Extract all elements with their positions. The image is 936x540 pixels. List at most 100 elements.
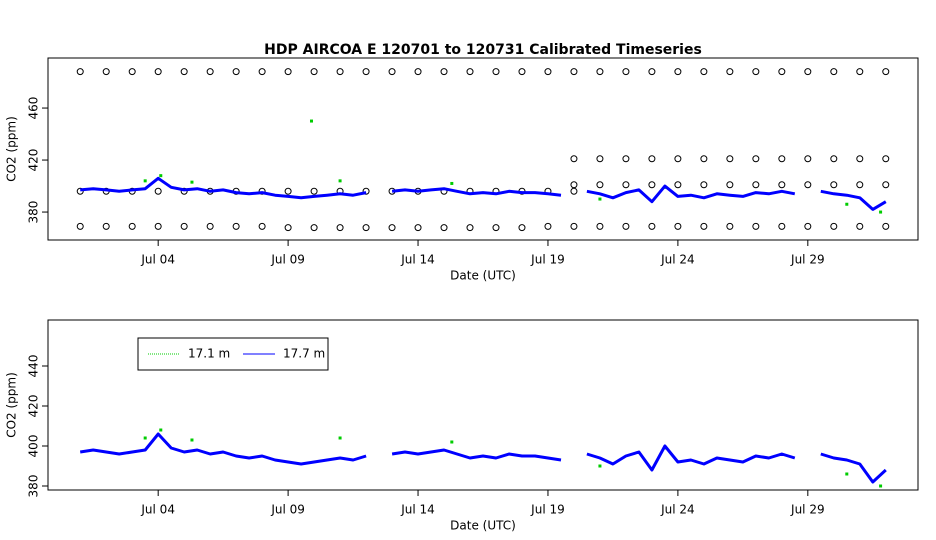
- y-tick-label: 400: [27, 435, 41, 458]
- data-point: [206, 68, 214, 76]
- data-point: [310, 224, 318, 232]
- x-tick-label: Jul 29: [790, 253, 825, 267]
- data-point: [180, 222, 188, 230]
- x-tick-label: Jul 19: [530, 253, 565, 267]
- y-tick-label: 380: [27, 201, 41, 224]
- data-point: [76, 187, 84, 195]
- legend-label: 17.7 m: [283, 347, 325, 361]
- data-point: [622, 222, 630, 230]
- data-point: [830, 222, 838, 230]
- y-tick-label: 460: [27, 97, 41, 120]
- data-point: [570, 222, 578, 230]
- data-point: [206, 222, 214, 230]
- x-tick-label: Jul 24: [660, 253, 695, 267]
- data-point: [830, 68, 838, 76]
- data-point: [804, 222, 812, 230]
- data-point: [622, 155, 630, 163]
- x-tick-label: Jul 09: [270, 503, 305, 517]
- data-point: [102, 68, 110, 76]
- x-tick-label: Jul 04: [140, 253, 175, 267]
- data-point: [752, 155, 760, 163]
- data-point: [570, 155, 578, 163]
- data-point: [598, 197, 602, 201]
- data-point: [544, 222, 552, 230]
- data-point: [778, 181, 786, 189]
- plot-frame: [47, 319, 919, 491]
- data-point: [362, 68, 370, 76]
- data-point: [414, 68, 422, 76]
- y-axis-title: CO2 (ppm): [5, 116, 19, 182]
- data-point: [284, 224, 292, 232]
- data-point: [440, 68, 448, 76]
- x-tick-label: Jul 04: [140, 503, 175, 517]
- data-point: [388, 224, 396, 232]
- data-point: [845, 472, 849, 476]
- data-point: [726, 68, 734, 76]
- data-point: [492, 224, 500, 232]
- data-point: [258, 187, 266, 195]
- legend-box: [137, 337, 329, 371]
- data-point: [674, 68, 682, 76]
- data-line: [80, 176, 887, 211]
- data-point: [362, 187, 370, 195]
- data-point: [882, 222, 890, 230]
- data-point: [648, 222, 656, 230]
- data-point: [752, 222, 760, 230]
- data-point: [159, 428, 163, 432]
- data-point: [752, 181, 760, 189]
- data-point: [362, 224, 370, 232]
- data-point: [882, 68, 890, 76]
- data-point: [856, 68, 864, 76]
- data-point: [180, 68, 188, 76]
- data-point: [518, 68, 526, 76]
- y-tick-label: 420: [27, 149, 41, 172]
- data-point: [674, 155, 682, 163]
- y-tick-label: 440: [27, 355, 41, 378]
- data-point: [258, 68, 266, 76]
- data-point: [596, 181, 604, 189]
- data-point: [388, 68, 396, 76]
- data-point: [804, 68, 812, 76]
- x-tick-label: Jul 09: [270, 253, 305, 267]
- data-point: [190, 180, 194, 184]
- data-point: [440, 224, 448, 232]
- data-point: [879, 484, 883, 488]
- data-point: [338, 179, 342, 183]
- data-point: [570, 68, 578, 76]
- data-point: [596, 68, 604, 76]
- data-point: [310, 187, 318, 195]
- data-point: [882, 181, 890, 189]
- data-point: [856, 155, 864, 163]
- data-point: [518, 224, 526, 232]
- data-point: [674, 222, 682, 230]
- data-point: [596, 155, 604, 163]
- data-point: [648, 181, 656, 189]
- data-point: [778, 68, 786, 76]
- x-axis-title: Date (UTC): [450, 519, 516, 533]
- data-point: [778, 222, 786, 230]
- data-point: [336, 224, 344, 232]
- data-point: [154, 68, 162, 76]
- data-point: [154, 222, 162, 230]
- data-point: [879, 210, 883, 214]
- data-point: [570, 181, 578, 189]
- y-axis-title: CO2 (ppm): [5, 372, 19, 438]
- x-tick-label: Jul 14: [400, 503, 435, 517]
- data-point: [596, 222, 604, 230]
- data-point: [544, 68, 552, 76]
- x-tick-label: Jul 24: [660, 503, 695, 517]
- x-axis-title: Date (UTC): [450, 269, 516, 283]
- data-point: [284, 68, 292, 76]
- data-line: [79, 432, 887, 484]
- data-point: [726, 155, 734, 163]
- data-point: [700, 181, 708, 189]
- data-point: [830, 155, 838, 163]
- data-point: [856, 222, 864, 230]
- data-point: [414, 224, 422, 232]
- data-point: [882, 155, 890, 163]
- data-point: [700, 68, 708, 76]
- data-point: [128, 68, 136, 76]
- data-point: [622, 181, 630, 189]
- data-point: [284, 187, 292, 195]
- data-point: [570, 187, 578, 195]
